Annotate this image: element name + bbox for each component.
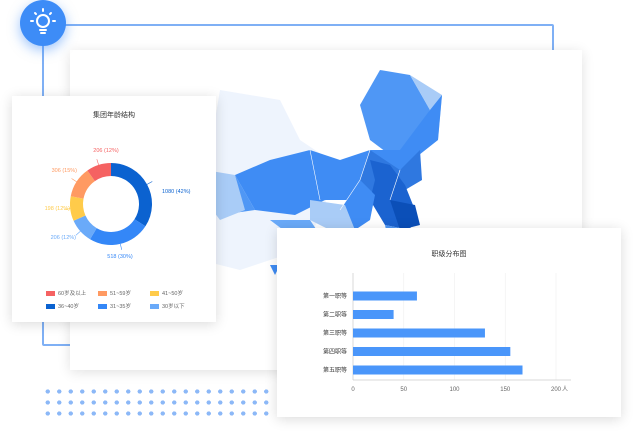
legend-label: 60岁及以上 <box>58 291 87 297</box>
label-leader <box>71 178 77 182</box>
legend-item[interactable]: 60岁及以上 <box>46 289 86 297</box>
bar[interactable] <box>353 347 511 356</box>
donut-slice[interactable] <box>90 219 146 245</box>
rank-distribution-card: 职级分布图 0 50 100 150 200 人 第一职等第二职等第三职等第四职等第五职等 <box>277 228 621 417</box>
label-leader <box>120 243 123 250</box>
legend-swatch <box>150 303 159 309</box>
y-tick-label: 第一职等 <box>323 292 347 300</box>
legend-item[interactable]: 31~35岁 <box>98 302 131 310</box>
legend-swatch <box>150 290 159 296</box>
y-tick-label: 第五职等 <box>323 366 347 374</box>
x-tick-label: 0 <box>351 387 355 393</box>
legend-item[interactable]: 30岁以下 <box>150 302 185 310</box>
legend-swatch <box>98 303 107 309</box>
legend-item[interactable]: 36~40岁 <box>46 302 79 310</box>
legend-item[interactable]: 51~59岁 <box>98 289 131 297</box>
donut-slice[interactable] <box>73 215 97 240</box>
legend-label: 51~59岁 <box>110 291 131 297</box>
bar[interactable] <box>353 310 394 319</box>
label-leader <box>75 231 81 236</box>
slice-label: 206 (12%) <box>51 235 77 241</box>
slice-label: 1080 (42%) <box>162 189 191 195</box>
slice-label: 198 (12%) <box>45 206 71 212</box>
slice-label: 206 (12%) <box>93 148 119 154</box>
legend-label: 31~35岁 <box>110 304 131 310</box>
donut-slice[interactable] <box>70 170 95 199</box>
x-tick-label: 200 <box>551 387 562 393</box>
legend-label: 41~50岁 <box>162 291 183 297</box>
donut-slice[interactable] <box>87 163 111 182</box>
label-leader <box>64 208 71 210</box>
slice-label: 306 (15%) <box>52 168 78 174</box>
legend-label: 30岁以下 <box>162 304 185 310</box>
y-tick-label: 第四职等 <box>323 348 347 356</box>
bar[interactable] <box>353 365 523 375</box>
rank-chart-title: 职级分布图 <box>431 251 467 258</box>
lightbulb-icon <box>20 0 66 46</box>
x-tick-label: 150 <box>500 387 511 393</box>
age-donut-chart: 1080 (42%) 518 (30%) 206 (12%) 198 (12%) 306… <box>45 148 191 260</box>
y-tick-label: 第三职等 <box>323 329 347 337</box>
age-structure-card: 集团年龄结构 1080 (42%) 518 (30%) 206 (12%) 198 (… <box>12 96 216 322</box>
legend-swatch <box>98 290 107 296</box>
decor-dots <box>42 386 272 418</box>
label-leader <box>146 181 153 185</box>
bar[interactable] <box>353 291 417 301</box>
x-tick-label: 100 <box>449 387 460 393</box>
bar[interactable] <box>353 328 485 338</box>
y-tick-label: 第二职等 <box>323 311 347 319</box>
x-tick-label: 50 <box>400 387 407 393</box>
label-leader <box>96 159 99 166</box>
age-chart-title: 集团年龄结构 <box>93 112 135 119</box>
x-unit-label: 人 <box>562 386 568 393</box>
slice-label: 518 (30%) <box>107 254 133 260</box>
legend-label: 36~40岁 <box>58 304 79 310</box>
donut-slice[interactable] <box>111 163 152 227</box>
legend-swatch <box>46 303 55 309</box>
legend-swatch <box>46 290 55 296</box>
legend-item[interactable]: 41~50岁 <box>150 289 183 297</box>
donut-slice[interactable] <box>70 196 86 221</box>
